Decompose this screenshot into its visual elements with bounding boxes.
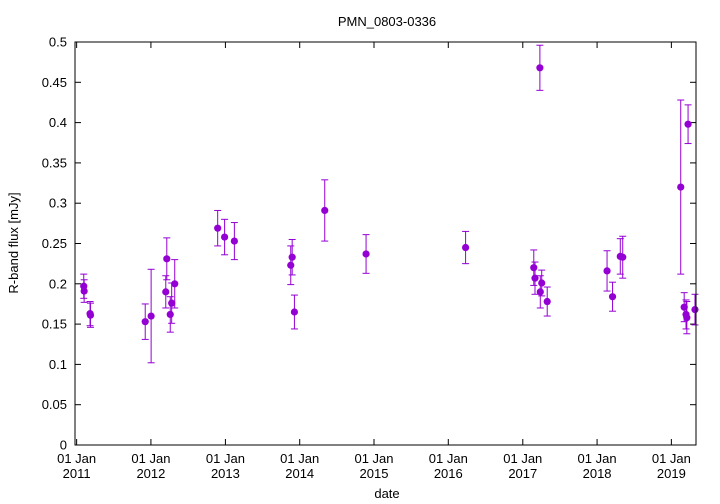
- data-point: [321, 179, 329, 242]
- data-point: [162, 275, 170, 309]
- y-tick-label: 0.25: [42, 236, 67, 251]
- x-tick-label-year: 2012: [136, 466, 165, 481]
- y-axis-title: R-band flux [mJy]: [6, 192, 21, 293]
- data-point: [538, 269, 546, 297]
- data-point: [214, 209, 222, 247]
- y-tick-label: 0.15: [42, 317, 67, 332]
- x-tick-label-year: 2013: [211, 466, 240, 481]
- point-marker: [684, 120, 692, 128]
- y-tick-label: 0.3: [49, 196, 67, 211]
- point-marker: [166, 310, 174, 319]
- y-tick-label: 0.1: [49, 357, 67, 372]
- point-marker: [288, 253, 296, 261]
- point-marker: [221, 233, 229, 241]
- chart-title: PMN_0803-0336: [338, 14, 436, 29]
- data-point: [531, 261, 539, 295]
- x-tick-label: 01 Jan: [578, 451, 617, 466]
- x-tick-label: 01 Jan: [652, 451, 691, 466]
- y-tick-label: 0.2: [49, 276, 67, 291]
- x-axis-title: date: [374, 486, 399, 501]
- point-marker: [168, 299, 176, 307]
- data-point: [147, 268, 155, 364]
- data-point: [691, 293, 699, 326]
- data-point: [461, 230, 470, 265]
- point-marker: [536, 288, 544, 296]
- data-point: [171, 259, 179, 309]
- data-point: [536, 44, 544, 91]
- point-marker: [80, 287, 88, 295]
- y-tick-label: 0.4: [49, 115, 67, 130]
- x-tick-label: 01 Jan: [429, 451, 468, 466]
- point-marker: [163, 255, 171, 263]
- data-point: [221, 218, 229, 256]
- point-marker: [287, 261, 295, 269]
- data-point: [288, 238, 296, 276]
- y-tick-label: 0: [60, 438, 67, 453]
- x-tick-label: 01 Jan: [503, 451, 542, 466]
- y-tick-label: 0.5: [49, 35, 67, 50]
- x-tick-label-year: 2016: [434, 466, 463, 481]
- x-tick-label: 01 Jan: [131, 451, 170, 466]
- data-point: [530, 249, 538, 286]
- data-point: [287, 245, 295, 286]
- data-point: [684, 104, 692, 145]
- data-series: [80, 44, 699, 364]
- x-tick-label: 01 Jan: [280, 451, 319, 466]
- point-marker: [141, 318, 149, 326]
- y-axis: 0 0.05 0.1 0.15 0.2 0.25 0.3 0.35 0.4 0.45 0.5: [42, 35, 696, 453]
- data-point: [168, 282, 176, 324]
- point-marker: [683, 314, 691, 322]
- x-tick-label-year: 2015: [360, 466, 389, 481]
- x-tick-label: 01 Jan: [206, 451, 245, 466]
- point-marker: [230, 237, 238, 245]
- y-tick-label: 0.35: [42, 155, 67, 170]
- point-marker: [677, 183, 685, 191]
- data-point: [163, 237, 171, 281]
- y-tick-label: 0.05: [42, 397, 67, 412]
- data-point: [543, 286, 551, 317]
- x-tick-label: 01 Jan: [57, 451, 96, 466]
- data-point: [619, 235, 627, 279]
- point-marker: [147, 312, 155, 320]
- data-point: [80, 279, 88, 303]
- plot-frame: [74, 41, 697, 446]
- x-tick-label-year: 2011: [63, 466, 91, 481]
- x-tick-label: 01 Jan: [354, 451, 393, 466]
- x-tick-label-year: 2018: [583, 466, 612, 481]
- point-marker: [691, 305, 699, 314]
- x-tick-label-year: 2014: [285, 466, 314, 481]
- point-marker: [603, 267, 611, 275]
- point-marker: [171, 280, 179, 288]
- point-marker: [362, 250, 370, 258]
- point-marker: [321, 206, 329, 215]
- y-tick-label: 0.45: [42, 75, 67, 90]
- point-marker: [214, 224, 222, 232]
- point-marker: [461, 243, 470, 252]
- data-point: [608, 281, 617, 312]
- data-point: [86, 302, 95, 328]
- point-marker: [536, 64, 544, 72]
- point-marker: [543, 297, 551, 306]
- data-point: [683, 301, 691, 335]
- x-tick-label-year: 2017: [508, 466, 537, 481]
- point-marker: [162, 288, 170, 296]
- data-point: [362, 234, 370, 274]
- data-point: [230, 222, 238, 261]
- point-marker: [531, 274, 539, 282]
- data-point: [141, 303, 149, 340]
- data-point: [603, 250, 611, 292]
- x-tick-label-year: 2019: [657, 466, 686, 481]
- data-point: [677, 99, 685, 275]
- point-marker: [530, 264, 538, 272]
- point-marker: [608, 293, 617, 301]
- data-point: [290, 294, 299, 330]
- point-marker: [290, 308, 299, 316]
- point-marker: [619, 253, 627, 261]
- point-marker: [538, 279, 546, 287]
- point-marker: [86, 311, 95, 319]
